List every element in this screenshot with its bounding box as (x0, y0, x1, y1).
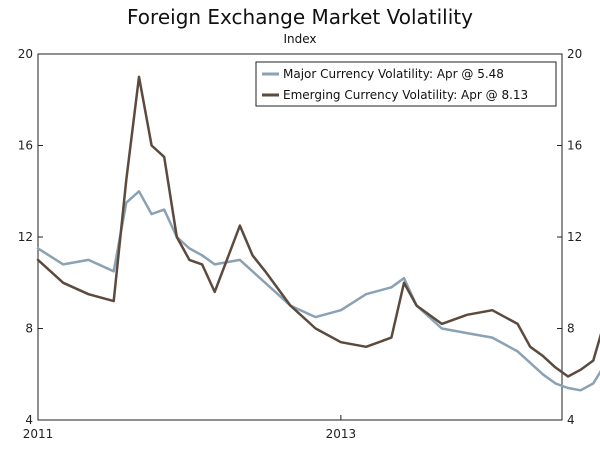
legend: Major Currency Volatility: Apr @ 5.48 Em… (255, 61, 557, 107)
x-tick-label: 2011 (23, 427, 54, 441)
y-axis-left: 4 8 12 16 20 (18, 47, 43, 427)
y-tick-label-left: 12 (18, 230, 33, 244)
legend-label-major: Major Currency Volatility: Apr @ 5.48 (283, 67, 504, 81)
series-layer (36, 75, 600, 392)
y-tick-label-right: 20 (567, 47, 582, 61)
x-axis: 20112013201520172019 (23, 415, 357, 441)
series-line-emerging (36, 75, 600, 378)
series-line-major (36, 190, 600, 392)
chart-title: Foreign Exchange Market Volatility (127, 5, 473, 29)
chart-subtitle: Index (283, 32, 316, 46)
y-tick-label-right: 8 (567, 322, 575, 336)
y-tick-label-left: 8 (25, 322, 33, 336)
y-axis-right: 4 8 12 16 20 (557, 47, 582, 427)
legend-box (255, 61, 557, 107)
y-tick-label-right: 4 (567, 413, 575, 427)
y-tick-label-right: 12 (567, 230, 582, 244)
plot-area (37, 53, 563, 421)
y-tick-label-left: 20 (18, 47, 33, 61)
x-tick-label: 2013 (326, 427, 357, 441)
legend-label-emerging: Emerging Currency Volatility: Apr @ 8.13 (283, 88, 528, 102)
y-tick-label-right: 16 (567, 139, 582, 153)
y-tick-label-left: 16 (18, 139, 33, 153)
y-tick-label-left: 4 (25, 413, 33, 427)
